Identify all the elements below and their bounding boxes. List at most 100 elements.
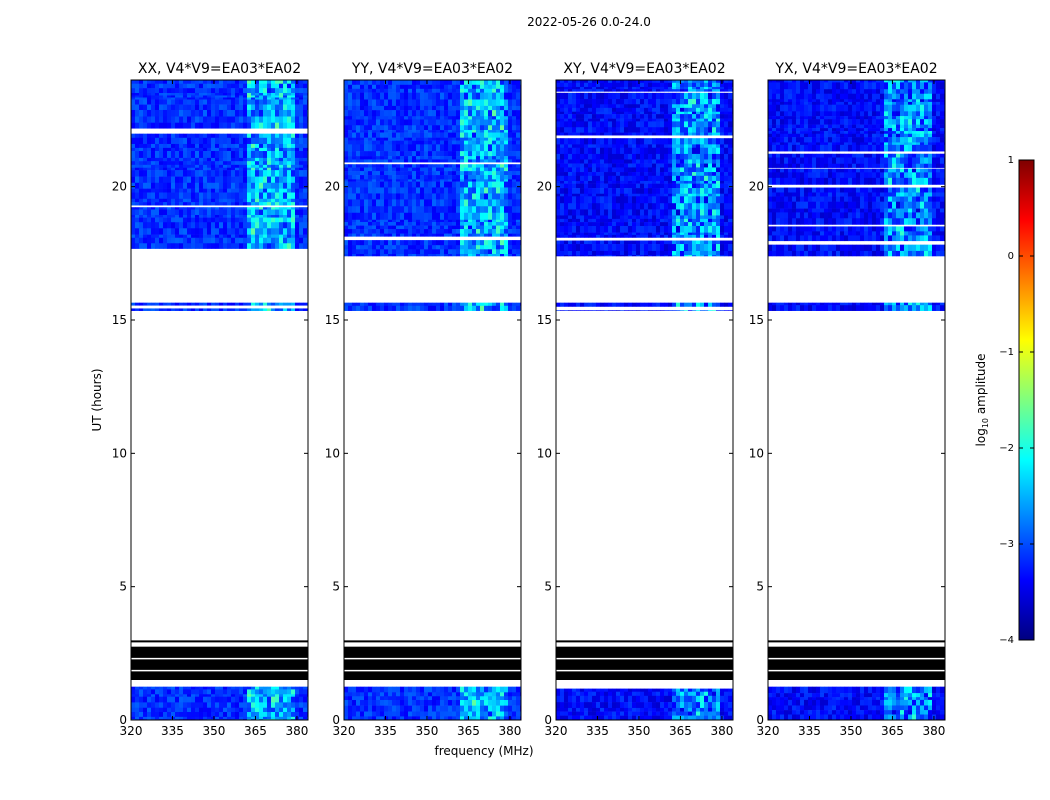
- heatmap-cell: [143, 198, 148, 203]
- heatmap-cell: [644, 302, 649, 307]
- heatmap-cell: [275, 712, 280, 718]
- heatmap-cell: [243, 182, 248, 189]
- heatmap-cell: [183, 716, 188, 720]
- heatmap-cell: [628, 80, 633, 84]
- heatmap-cell: [251, 143, 256, 149]
- heatmap-cell: [468, 711, 473, 717]
- heatmap-cell: [243, 92, 248, 96]
- heatmap-cell: [203, 157, 208, 162]
- heatmap-cell: [131, 182, 136, 189]
- heatmap-cell: [239, 686, 244, 690]
- heatmap-cell: [183, 308, 188, 311]
- heatmap-cell: [255, 716, 260, 720]
- heatmap-cell: [488, 181, 493, 188]
- heatmap-cell: [504, 187, 509, 194]
- heatmap-cell: [440, 245, 445, 250]
- heatmap-cell: [440, 84, 445, 90]
- heatmap-cell: [195, 712, 200, 718]
- heatmap-cell: [356, 130, 361, 133]
- heatmap-cell: [464, 88, 469, 93]
- heatmap-cell: [223, 308, 228, 311]
- heatmap-cell: [243, 157, 248, 162]
- heatmap-cell: [364, 159, 369, 163]
- heatmap-cell: [239, 217, 244, 223]
- heatmap-cell: [508, 156, 513, 160]
- heatmap-cell: [376, 84, 381, 90]
- heatmap-cell: [376, 692, 381, 697]
- heatmap-cell: [372, 125, 377, 131]
- heatmap-cell: [235, 83, 240, 89]
- heatmap-cell: [344, 705, 349, 712]
- heatmap-cell: [432, 181, 437, 188]
- heatmap-cell: [207, 188, 212, 193]
- heatmap-cell: [504, 105, 509, 111]
- heatmap-cell: [500, 711, 505, 717]
- heatmap-cell: [191, 88, 196, 94]
- heatmap-cell: [460, 705, 465, 712]
- heatmap-cell: [608, 707, 613, 712]
- heatmap-cell: [432, 206, 437, 214]
- heatmap-cell: [632, 86, 637, 90]
- heatmap-cell: [171, 207, 176, 210]
- heatmap-cell: [159, 80, 164, 85]
- heatmap-cell: [448, 105, 453, 111]
- heatmap-cell: [716, 691, 721, 697]
- heatmap-cell: [392, 105, 397, 111]
- heatmap-cell: [135, 176, 140, 184]
- heatmap-cell: [219, 202, 224, 206]
- heatmap-cell: [376, 716, 381, 720]
- heatmap-cell: [279, 147, 284, 152]
- heatmap-cell: [239, 192, 244, 200]
- heatmap-cell: [396, 696, 401, 701]
- heatmap-cell: [231, 222, 236, 229]
- heatmap-cell: [348, 705, 353, 712]
- heatmap-cell: [179, 167, 184, 171]
- heatmap-cell: [215, 237, 220, 244]
- heatmap-cell: [504, 193, 509, 200]
- heatmap-cell: [291, 222, 296, 229]
- heatmap-cell: [428, 99, 433, 107]
- heatmap-cell: [291, 696, 296, 703]
- heatmap-cell: [195, 192, 200, 200]
- heatmap-cell: [428, 199, 433, 207]
- heatmap-cell: [388, 187, 393, 194]
- heatmap-cell: [344, 240, 349, 246]
- heatmap-cell: [199, 222, 204, 229]
- heatmap-cell: [356, 132, 361, 138]
- heatmap-cell: [243, 167, 248, 171]
- heatmap-cell: [444, 686, 449, 693]
- heatmap-cell: [191, 80, 196, 85]
- heatmap-cell: [572, 695, 577, 703]
- heatmap-cell: [504, 140, 509, 145]
- heatmap-cell: [275, 237, 280, 244]
- heatmap-cell: [155, 696, 160, 703]
- heatmap-cell: [187, 176, 192, 184]
- heatmap-cell: [656, 310, 661, 311]
- heatmap-cell: [396, 240, 401, 246]
- heatmap-cell: [283, 109, 288, 117]
- heatmap-cell: [356, 240, 361, 246]
- heatmap-cell: [444, 119, 449, 126]
- heatmap-cell: [456, 137, 461, 141]
- heatmap-cell: [151, 214, 156, 218]
- heatmap-cell: [344, 249, 349, 255]
- heatmap-cell: [279, 116, 284, 123]
- heatmap-cell: [291, 689, 296, 695]
- heatmap-cell: [175, 192, 180, 200]
- heatmap-cell: [436, 164, 441, 168]
- heatmap-cell: [187, 198, 192, 203]
- heatmap-cell: [404, 179, 409, 182]
- heatmap-cell: [155, 686, 160, 690]
- heatmap-cell: [484, 233, 489, 237]
- heatmap-cell: [163, 109, 168, 117]
- heatmap-cell: [368, 199, 373, 207]
- heatmap-cell: [492, 240, 497, 246]
- heatmap-cell: [187, 689, 192, 695]
- heatmap-cell: [299, 147, 304, 152]
- heatmap-cell: [428, 206, 433, 214]
- heatmap-cell: [135, 686, 140, 690]
- heatmap-cell: [348, 229, 353, 234]
- heatmap-cell: [155, 198, 160, 203]
- heatmap-cell: [223, 694, 228, 698]
- heatmap-cell: [384, 253, 389, 257]
